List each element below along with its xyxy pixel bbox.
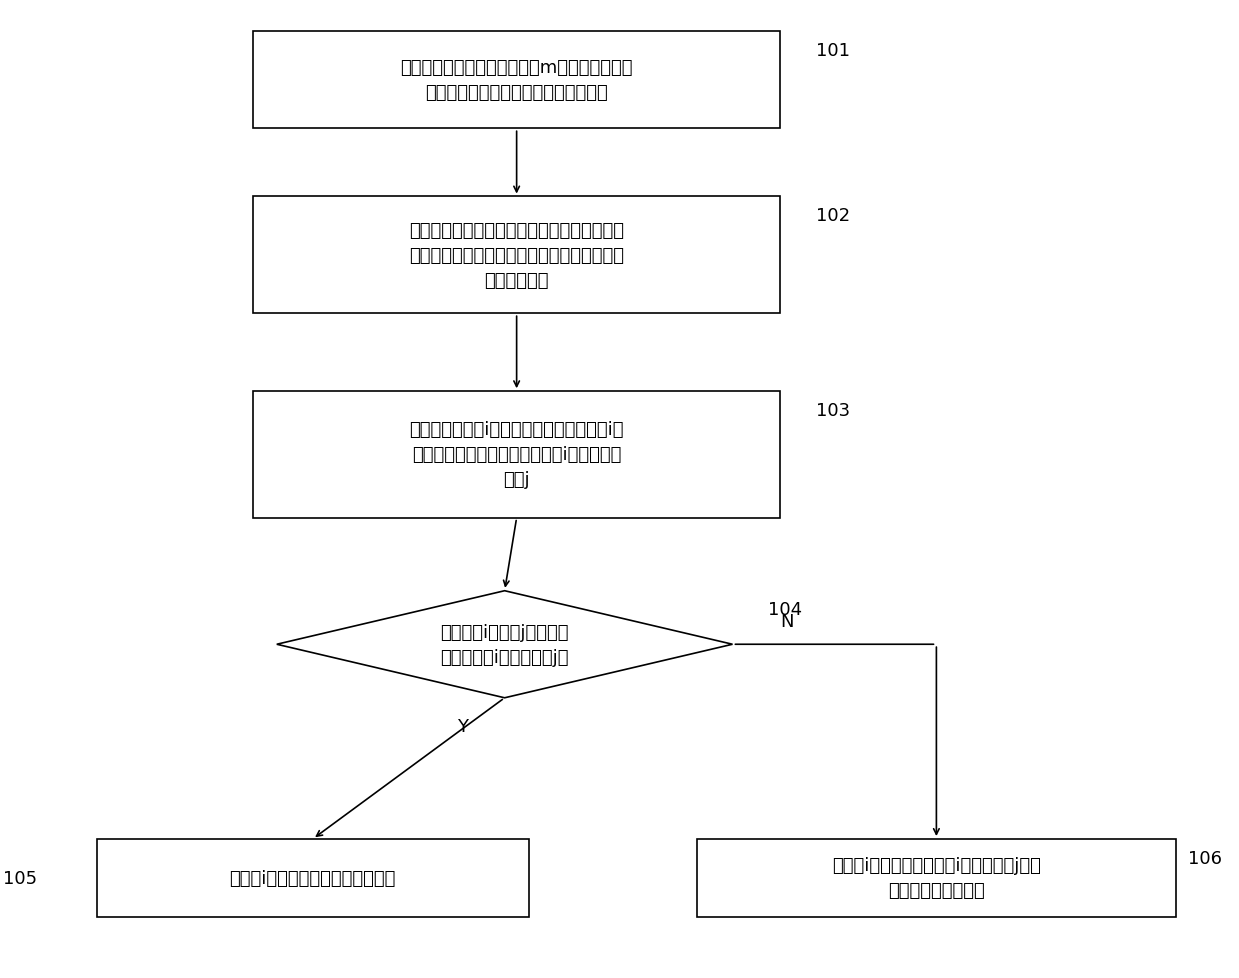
Polygon shape [276,591,732,698]
Text: 102: 102 [817,207,851,225]
Text: 104: 104 [768,600,803,619]
FancyBboxPatch shape [253,32,781,129]
FancyBboxPatch shape [97,839,529,917]
Text: 对所有车辆赋值唯一编号，将各车辆随机安排
至各个区域，使各车辆按既定移动路径在各区
域内穿梭移动: 对所有车辆赋值唯一编号，将各车辆随机安排 至各个区域，使各车辆按既定移动路径在各… [409,222,624,289]
Text: 将车辆的既定移动路径划分为m个区域，将各区
域对应的经纬度坐标信息保存至数据库: 将车辆的既定移动路径划分为m个区域，将各区 域对应的经纬度坐标信息保存至数据库 [400,59,633,102]
FancyBboxPatch shape [696,839,1176,917]
Text: 101: 101 [817,42,850,60]
Text: 105: 105 [2,869,37,887]
FancyBboxPatch shape [253,392,781,518]
Text: 对车辆i发出警告，使车辆i移动至区域j后按
照既定移动路径移动: 对车辆i发出警告，使车辆i移动至区域j后按 照既定移动路径移动 [831,857,1041,900]
Text: 根据车辆i与区域j之间的距
离判断车辆i是否在区域j内: 根据车辆i与区域j之间的距 离判断车辆i是否在区域j内 [440,623,569,666]
Text: Y: Y [457,718,468,735]
Text: 使车辆i继续按照既定移动路径移动: 使车辆i继续按照既定移动路径移动 [229,869,396,887]
Text: 间歇性采集车辆i的经纬度信息，计算车辆i与
各区域的距离，并筛选出与车辆i距离最近的
区域j: 间歇性采集车辆i的经纬度信息，计算车辆i与 各区域的距离，并筛选出与车辆i距离最… [409,421,624,489]
FancyBboxPatch shape [253,198,781,314]
Text: 106: 106 [1188,849,1222,867]
Text: 103: 103 [817,402,851,420]
Text: N: N [781,612,794,630]
